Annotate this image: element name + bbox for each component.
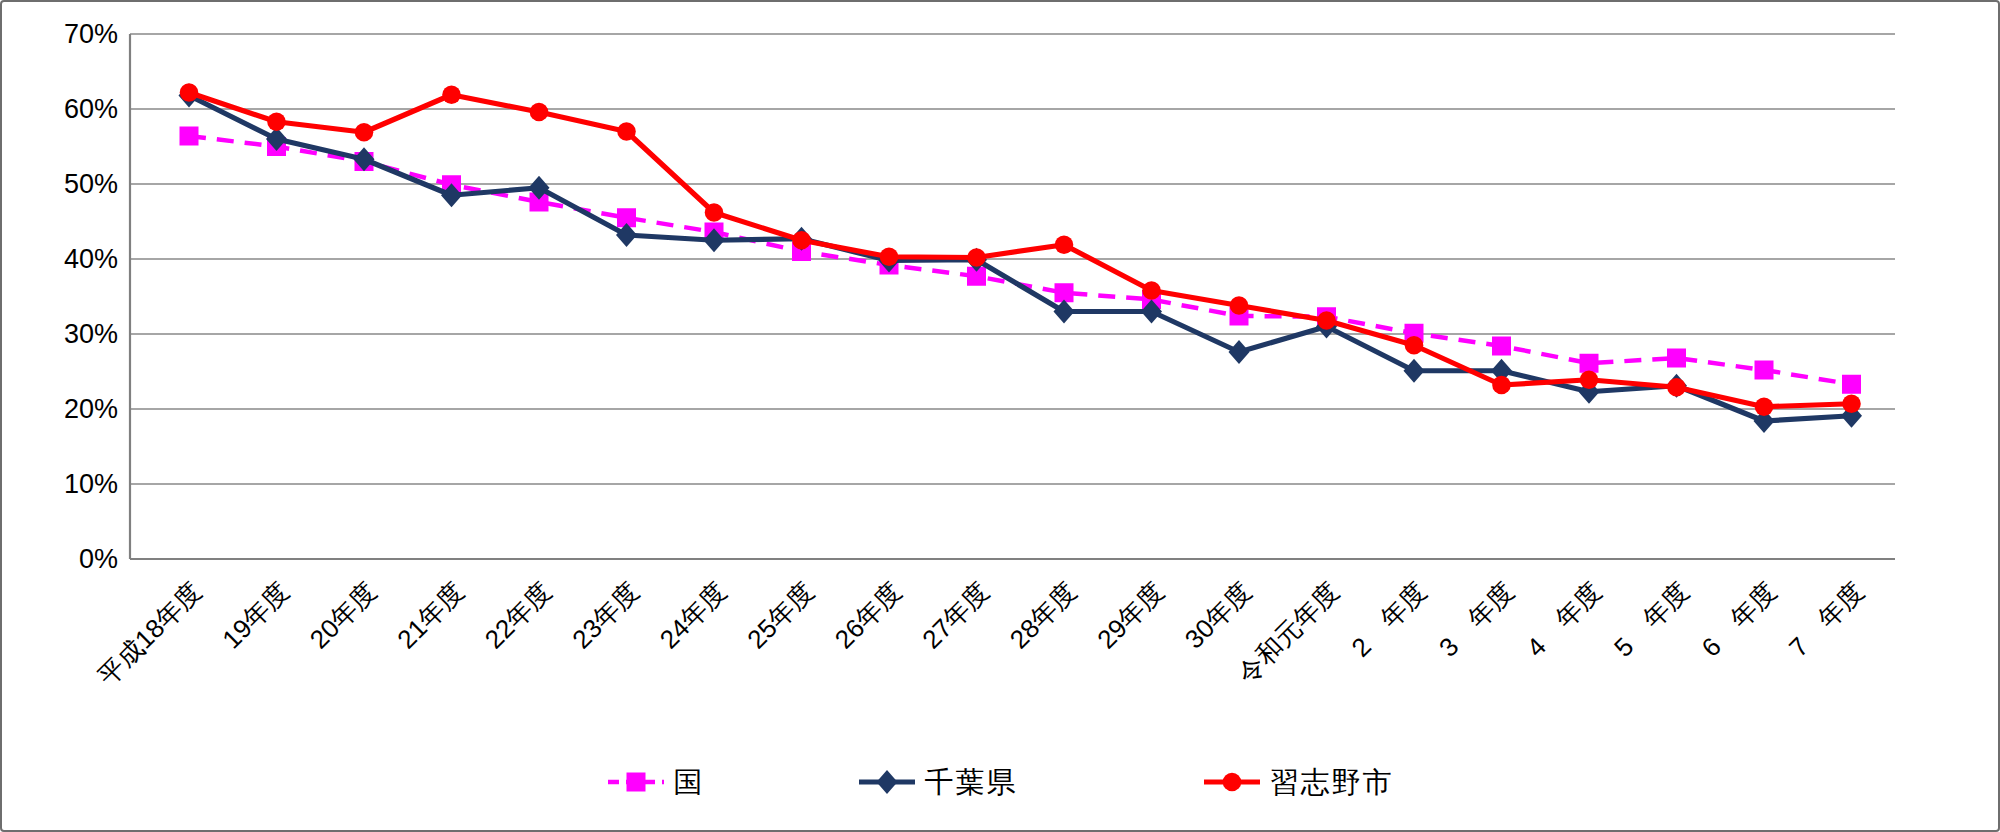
x-axis-tick-label: 7 年度: [1783, 576, 1870, 663]
legend-item-narashino: 習志野市: [1203, 766, 1394, 798]
x-axis-tick-label: 28年度: [1004, 576, 1082, 654]
chart-frame: 0% 10% 20% 30% 40% 50% 60% 70% 平成18年度19年度20年度21年…: [0, 0, 2000, 832]
y-axis-tick-label: 60%: [64, 94, 118, 124]
circle-marker: [1317, 311, 1336, 330]
square-marker: [1667, 349, 1686, 368]
square-marker: [626, 773, 645, 792]
axes: [130, 34, 1895, 559]
square-marker: [180, 127, 199, 146]
legend-item-chiba: 千葉県: [858, 766, 1018, 798]
circle-marker: [967, 248, 986, 267]
x-axis-tick-label: 5 年度: [1608, 576, 1695, 663]
x-axis-tick-label: 23年度: [566, 576, 644, 654]
y-axis-labels: 0% 10% 20% 30% 40% 50% 60% 70%: [64, 19, 118, 574]
series-line-kuni: [189, 136, 1852, 384]
legend-label-kuni: 国: [674, 768, 705, 797]
legend-swatch-narashino-circle-marker-icon: [1203, 766, 1261, 798]
circle-marker: [1230, 296, 1249, 315]
x-axis-tick-label: 26年度: [829, 576, 907, 654]
x-axis-tick-label: 29年度: [1091, 576, 1169, 654]
x-axis-tick-label: 25年度: [741, 576, 819, 654]
x-axis-tick-label: 30年度: [1179, 576, 1257, 654]
y-axis-tick-label: 30%: [64, 319, 118, 349]
x-axis-tick-label: 19年度: [216, 576, 294, 654]
diamond-marker: [1054, 300, 1075, 324]
y-axis-tick-label: 70%: [64, 19, 118, 49]
line-chart-plot: 0% 10% 20% 30% 40% 50% 60% 70% 平成18年度19年度20年度21年…: [2, 2, 2000, 832]
x-axis-tick-label: 4 年度: [1521, 576, 1608, 663]
x-axis-tick-label: 2 年度: [1346, 576, 1433, 663]
y-axis-tick-label: 40%: [64, 244, 118, 274]
x-axis-labels: 平成18年度19年度20年度21年度22年度23年度24年度25年度26年度27…: [92, 576, 1870, 691]
circle-marker: [705, 203, 724, 222]
circle-marker: [1492, 376, 1511, 395]
y-axis-tick-label: 20%: [64, 394, 118, 424]
circle-marker: [1580, 370, 1599, 389]
circle-marker: [267, 112, 286, 131]
circle-marker: [1055, 235, 1074, 254]
square-marker: [1580, 354, 1599, 373]
y-axis-tick-label: 10%: [64, 469, 118, 499]
diamond-marker: [1404, 359, 1425, 383]
circle-marker: [1405, 336, 1424, 355]
x-axis-tick-label: 22年度: [479, 576, 557, 654]
y-axis-tick-label: 0%: [79, 544, 118, 574]
circle-marker: [1142, 281, 1161, 300]
circle-marker: [792, 231, 811, 250]
circle-marker: [1222, 773, 1241, 792]
legend-label-chiba: 千葉県: [925, 768, 1018, 797]
square-marker: [1755, 361, 1774, 380]
legend-label-narashino: 習志野市: [1270, 768, 1394, 797]
diamond-marker: [1229, 340, 1250, 364]
series-line-narashino: [189, 93, 1852, 407]
square-marker: [1842, 375, 1861, 394]
x-axis-tick-label: 27年度: [916, 576, 994, 654]
square-marker: [1492, 337, 1511, 356]
chart-legend: 国 千葉県 習志野市: [2, 766, 1998, 798]
circle-marker: [1667, 378, 1686, 397]
diamond-marker: [876, 770, 897, 794]
circle-marker: [1755, 397, 1774, 416]
circle-marker: [442, 85, 461, 104]
x-axis-tick-label: 24年度: [654, 576, 732, 654]
square-marker: [1055, 283, 1074, 302]
x-axis-tick-label: 21年度: [391, 576, 469, 654]
circle-marker: [617, 122, 636, 141]
legend-item-kuni: 国: [607, 766, 705, 798]
circle-marker: [355, 123, 374, 142]
x-axis-tick-label: 20年度: [304, 576, 382, 654]
gridlines: [130, 34, 1895, 559]
circle-marker: [180, 83, 199, 102]
circle-marker: [1842, 394, 1861, 413]
x-axis-tick-label: 6 年度: [1696, 576, 1783, 663]
legend-swatch-chiba-diamond-marker-icon: [858, 766, 916, 798]
series-kuni: [180, 127, 1862, 394]
y-axis-tick-label: 50%: [64, 169, 118, 199]
x-axis-tick-label: 3 年度: [1433, 576, 1520, 663]
series-narashino: [180, 83, 1861, 416]
circle-marker: [530, 103, 549, 122]
circle-marker: [880, 247, 899, 266]
x-axis-tick-label: 平成18年度: [92, 576, 207, 691]
legend-swatch-kuni-square-marker-icon: [607, 766, 665, 798]
